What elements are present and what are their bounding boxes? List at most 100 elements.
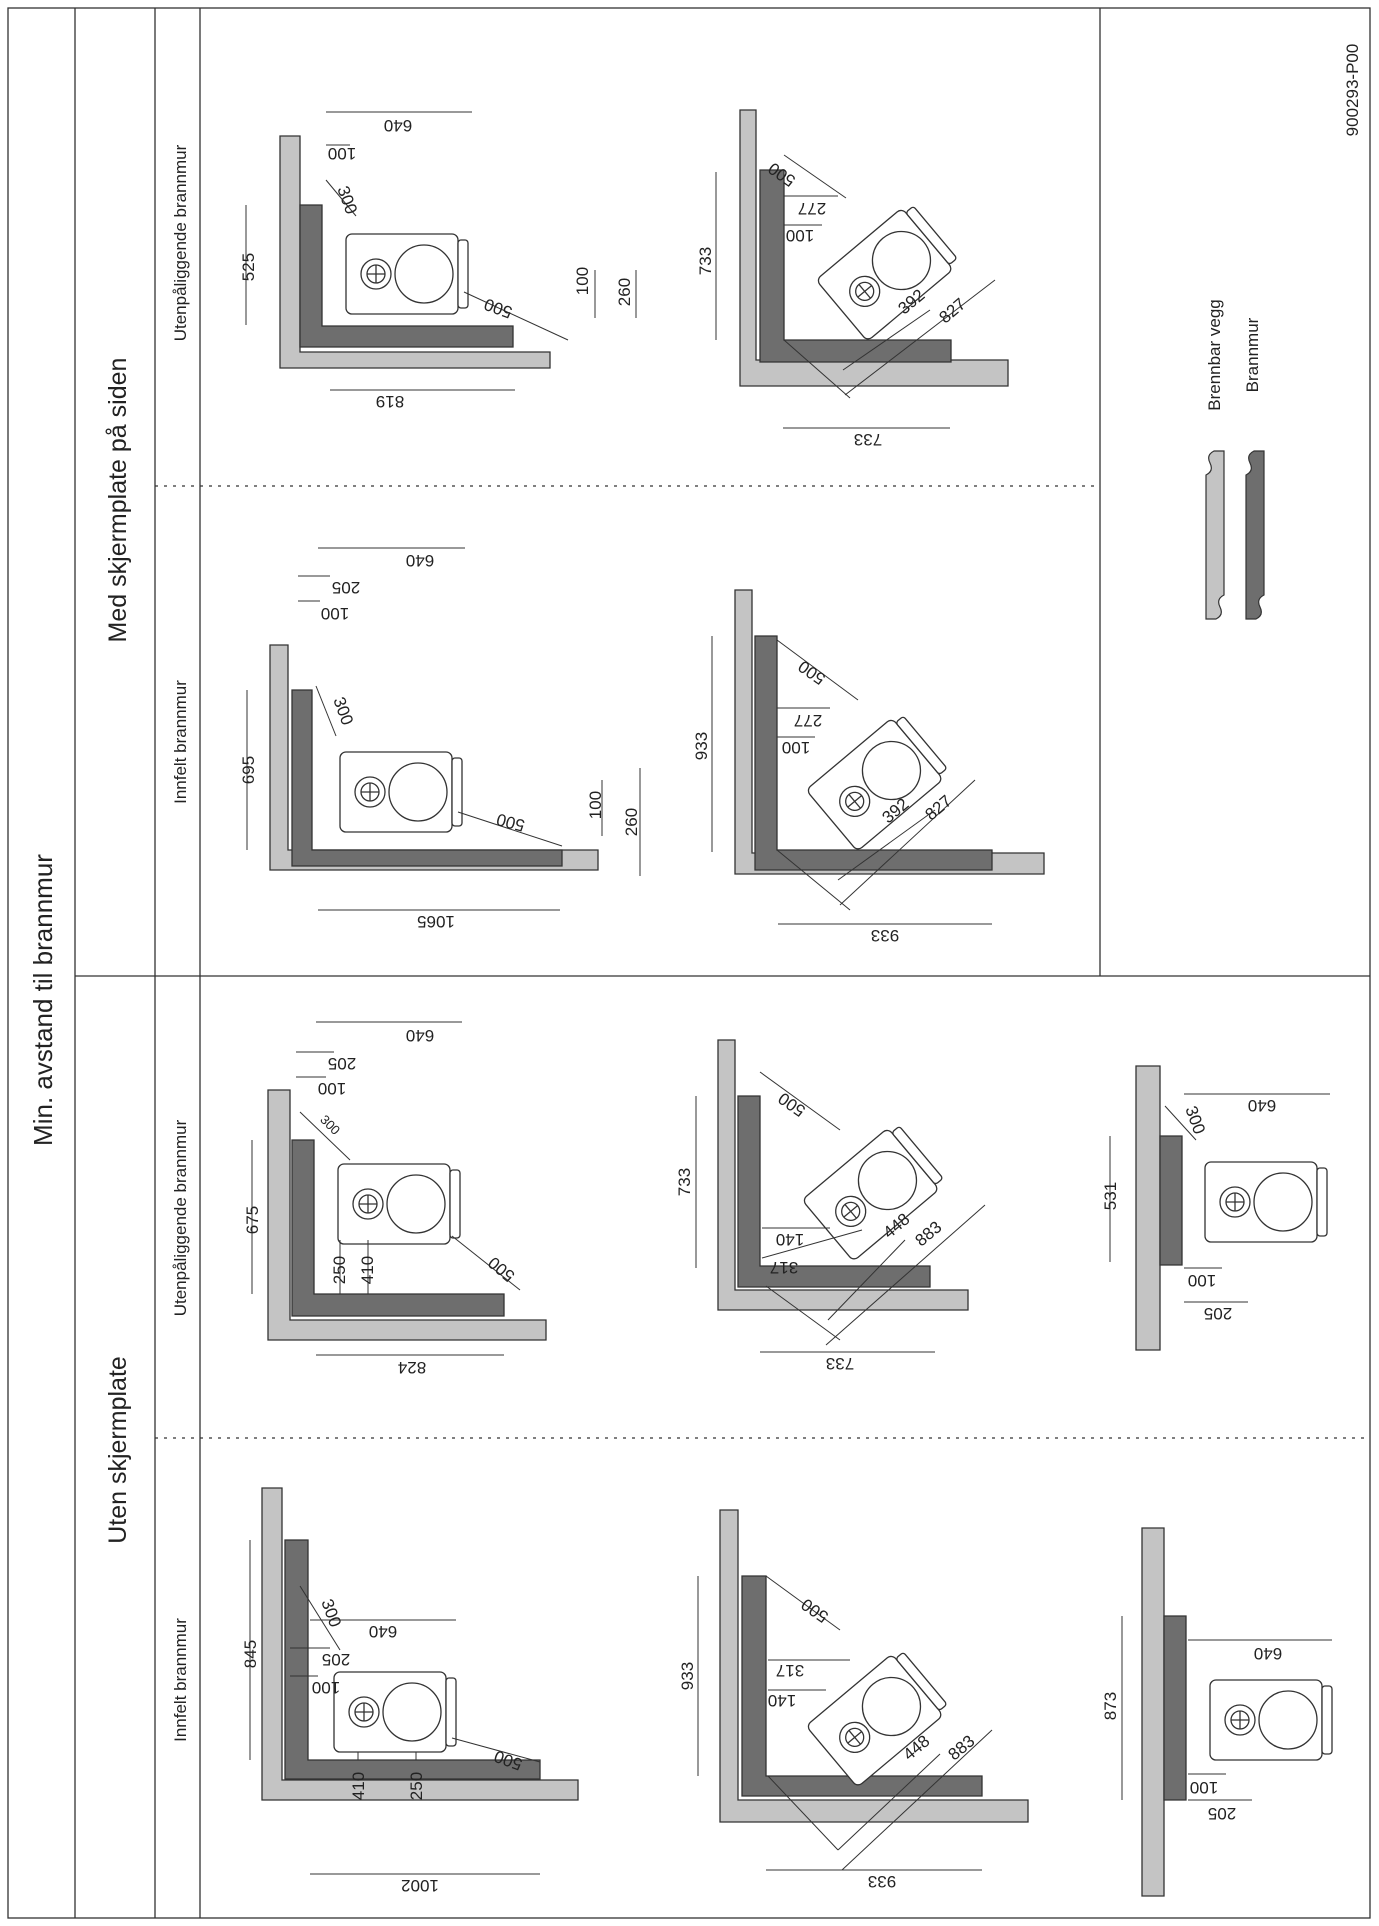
- dim-label: 410: [349, 1772, 368, 1800]
- dim-label: 640: [1254, 1644, 1282, 1663]
- dim-label: 205: [1208, 1804, 1236, 1823]
- dim-label: 140: [776, 1230, 804, 1249]
- dim-label: 640: [406, 1026, 434, 1045]
- stove: [805, 1646, 952, 1788]
- dim-label: 250: [407, 1772, 426, 1800]
- figure-id: 900293-P00: [1343, 44, 1362, 137]
- diagram-s3-flat: 300 640 531 100 205: [1101, 1065, 1330, 1351]
- stove: [333, 1671, 457, 1753]
- combustible-wall: [734, 589, 1045, 875]
- legend-label-combustible-wall: Brennbar vegg: [1205, 299, 1224, 411]
- column-label-outside: Utenpåliggende brannmur: [171, 144, 190, 341]
- dim-label: 824: [398, 1358, 426, 1377]
- column-label-inset: Innfelt brannmur: [171, 1618, 190, 1742]
- dim-label: 883: [911, 1217, 945, 1250]
- page-title: Min. avstand til brannmur: [28, 854, 58, 1146]
- legend: Brennbar vegg Brannmur: [1205, 299, 1265, 620]
- dim-label: 500: [775, 1089, 809, 1121]
- dim-label: 640: [406, 551, 434, 570]
- diagram-s3-diagonal: 500 733 140 317 448 883 733: [675, 1039, 986, 1373]
- dim-label: 827: [921, 791, 955, 824]
- stove: [815, 200, 962, 342]
- diagram-s4-diagonal: 500 933 317 140 448 883 933: [678, 1509, 1029, 1891]
- combustible-wall: [1141, 1527, 1165, 1897]
- diagram-s4-flat: 640 873 100 205: [1101, 1527, 1333, 1897]
- stove: [805, 710, 952, 852]
- dim-label: 317: [776, 1661, 804, 1680]
- column-label-inset: Innfelt brannmur: [171, 680, 190, 804]
- firewall: [759, 169, 952, 363]
- dim-label: 100: [312, 1678, 340, 1697]
- dim-label: 300: [329, 695, 357, 728]
- dim-label: 1002: [401, 1876, 439, 1895]
- dim-label: 525: [239, 253, 258, 281]
- dim-label: 933: [868, 1872, 896, 1891]
- firewall: [291, 1139, 505, 1317]
- section-with-screen: Med skjermplate på siden: [104, 358, 132, 643]
- dim-label: 733: [826, 1354, 854, 1373]
- stove: [1209, 1679, 1333, 1761]
- table-frame: [7, 7, 1371, 1919]
- legend-label-firewall: Brannmur: [1243, 317, 1262, 392]
- dim-label: 845: [241, 1640, 260, 1668]
- dim-label: 500: [798, 1595, 832, 1627]
- dim-label: 100: [586, 791, 605, 819]
- dim-label: 100: [786, 226, 814, 245]
- dim-label: 205: [328, 1054, 356, 1073]
- combustible-wall: [269, 644, 599, 871]
- dim-label: 300: [1181, 1104, 1209, 1137]
- combustible-wall: [719, 1509, 1029, 1823]
- combustible-wall: [279, 135, 551, 369]
- dim-label: 933: [678, 1662, 697, 1690]
- dim-label: 300: [317, 1597, 345, 1630]
- stove: [339, 751, 463, 833]
- dim-label: 300: [317, 1112, 343, 1138]
- dim-label: 260: [615, 278, 634, 306]
- dim-label: 205: [332, 578, 360, 597]
- dim-label: 300: [333, 184, 361, 217]
- dim-label: 933: [692, 732, 711, 760]
- firewall: [1163, 1615, 1187, 1801]
- dim-label: 205: [1204, 1304, 1232, 1323]
- dim-label: 733: [675, 1168, 694, 1196]
- dim-label: 675: [243, 1206, 262, 1234]
- dim-label: 260: [622, 808, 641, 836]
- firewall: [284, 1539, 541, 1780]
- dim-label: 100: [1190, 1778, 1218, 1797]
- dim-label: 100: [318, 1079, 346, 1098]
- stove: [345, 233, 469, 315]
- dim-label: 733: [854, 430, 882, 449]
- dim-label: 205: [322, 1650, 350, 1669]
- dim-label: 640: [384, 116, 412, 135]
- legend-swatch-combustible-wall: [1205, 450, 1225, 620]
- firewall: [299, 204, 514, 348]
- dim-label: 500: [482, 294, 515, 322]
- dim-label: 277: [794, 711, 822, 730]
- dim-label: 883: [944, 1731, 978, 1764]
- firewall: [737, 1095, 931, 1288]
- dim-label: 873: [1101, 1692, 1120, 1720]
- combustible-wall: [267, 1089, 547, 1341]
- dim-label: 500: [494, 809, 526, 835]
- dim-label: 640: [369, 1622, 397, 1641]
- legend-swatch-firewall: [1245, 450, 1265, 620]
- dim-label: 640: [1248, 1096, 1276, 1115]
- stove: [337, 1163, 461, 1245]
- firewall: [1159, 1135, 1183, 1266]
- dim-label: 317: [770, 1258, 798, 1277]
- combustible-wall: [739, 109, 1009, 387]
- firewall: [291, 689, 563, 867]
- combustible-wall: [1135, 1065, 1161, 1351]
- dim-label: 140: [768, 1691, 796, 1710]
- dim-label: 100: [573, 267, 592, 295]
- dim-label: 250: [330, 1256, 349, 1284]
- diagram-s2-diagonal: 500 933 277 100 392 827 933: [692, 589, 1045, 945]
- diagram-s2-corner: 640 205 100 300 695 100 260 500 1065: [239, 547, 641, 931]
- dim-label: 100: [321, 604, 349, 623]
- dim-label: 100: [328, 144, 356, 163]
- combustible-wall: [261, 1487, 579, 1801]
- dim-label: 410: [358, 1256, 377, 1284]
- section-without-screen: Uten skjermplate: [104, 1356, 132, 1544]
- dim-label: 819: [376, 392, 404, 411]
- dim-label: 277: [798, 199, 826, 218]
